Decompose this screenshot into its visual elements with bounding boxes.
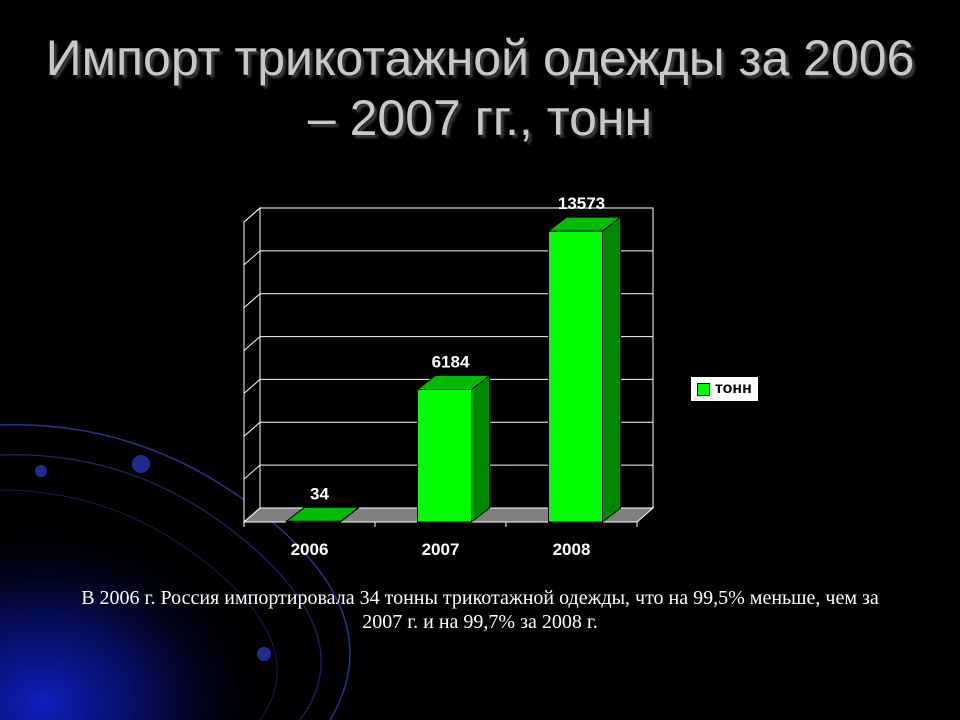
legend-swatch [697,382,710,396]
plot-side-wall [243,206,261,524]
bar-top [547,216,622,232]
bar-side [602,216,621,524]
slide-caption: В 2006 г. Россия импортировала 34 тонны … [81,587,879,633]
gridline-side [243,336,261,351]
slide-title: Импорт трикотажной одежды за 2006 – 2007… [45,30,915,146]
gridline-side [243,250,261,266]
bar-front [417,388,472,523]
gridline-side [243,421,261,437]
bar-front [548,230,603,523]
bar-side [471,374,490,524]
x-tick-label: 2008 [553,540,591,559]
gridline-side [243,207,261,223]
gridline-side [243,464,261,480]
data-label: 13573 [558,194,605,213]
x-tick-label: 2006 [291,540,329,559]
gridline-side [243,379,261,394]
bar-top [285,506,360,522]
chart-legend: тонн [689,375,760,403]
gridline-side [243,293,261,309]
bar-top [416,374,491,390]
chart-x-tick-labels: 2006 2007 2008 [291,540,591,559]
legend-label-tonn: тонн [715,380,752,397]
x-tick-label: 2007 [422,540,460,559]
chart-data-labels: 34 6184 13573 [310,194,605,503]
data-label: 34 [310,484,329,503]
chart-bars [285,216,622,524]
data-label: 6184 [432,352,470,371]
